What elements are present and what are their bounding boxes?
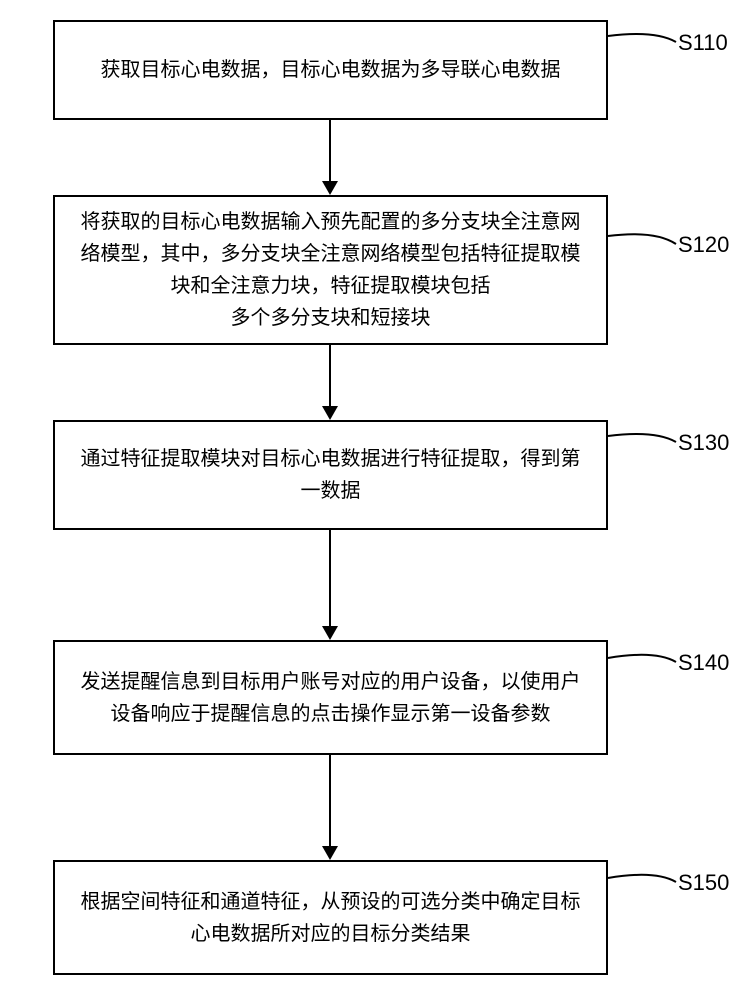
flowchart-canvas: 获取目标心电数据，目标心电数据为多导联心电数据S110将获取的目标心电数据输入预… xyxy=(0,0,751,1000)
flow-edge-s140-s150 xyxy=(0,0,751,1000)
